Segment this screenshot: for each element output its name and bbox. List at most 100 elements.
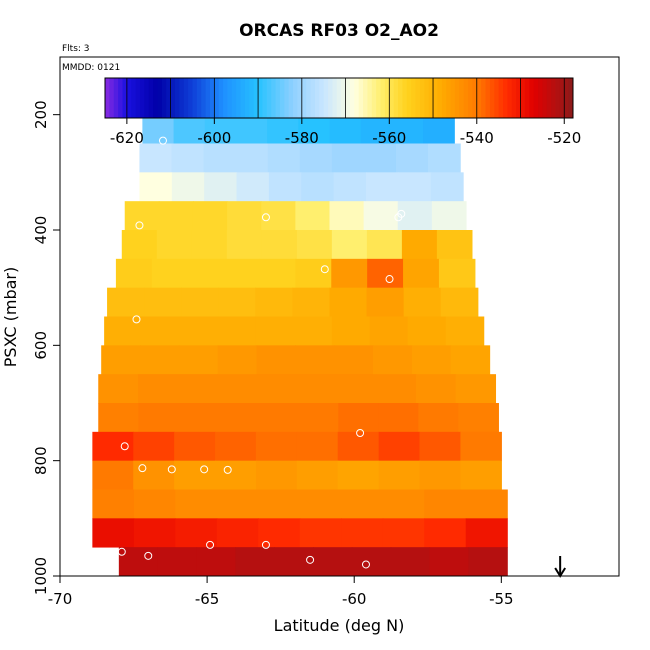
heatmap-cell — [460, 431, 502, 462]
sample-point — [261, 540, 270, 549]
colorbar-segment — [336, 78, 342, 118]
sample-point — [503, 428, 512, 437]
heatmap-cell — [178, 403, 219, 433]
colorbar-segment — [384, 78, 390, 118]
x-axis-label: Latitude (deg N) — [274, 616, 405, 635]
heatmap-cell — [450, 345, 491, 375]
sample-point — [306, 555, 315, 564]
colorbar-segment — [135, 78, 141, 118]
heatmap-cell — [156, 230, 193, 260]
colorbar-segment — [341, 78, 347, 118]
colorbar-tick-label: -620 — [110, 129, 144, 147]
y-tick-label: 400 — [32, 216, 50, 245]
heatmap-cell — [398, 172, 432, 202]
colorbar-segment — [494, 78, 500, 118]
heatmap-cell — [395, 143, 429, 173]
colorbar-segment — [179, 78, 185, 118]
colorbar-segment — [297, 78, 303, 118]
heatmap-cell — [373, 345, 413, 375]
colorbar-segment — [218, 78, 224, 118]
heatmap-cell — [255, 460, 298, 490]
colorbar-segment — [380, 78, 386, 118]
colorbar-segment — [546, 78, 552, 118]
heatmap-cell — [423, 114, 455, 144]
sample-point — [385, 275, 394, 284]
heatmap-cell — [295, 258, 332, 289]
colorbar-segment — [166, 78, 172, 118]
heatmap-cell — [92, 518, 135, 548]
colorbar-segment — [376, 78, 382, 118]
heatmap-cell — [218, 287, 256, 317]
colorbar-segment — [511, 78, 517, 118]
heatmap-cell — [376, 374, 417, 404]
heatmap-cell — [235, 547, 275, 577]
heatmap-cell — [118, 547, 159, 577]
heatmap-cell — [171, 143, 205, 173]
heatmap-cell — [360, 114, 393, 144]
heatmap-cell — [465, 489, 508, 519]
colorbar-segment — [214, 78, 220, 118]
colorbar-segment — [463, 78, 469, 118]
heatmap-cell — [115, 258, 153, 289]
heatmap-cell — [331, 316, 371, 346]
heatmap-cell — [133, 489, 176, 519]
heatmap-cell — [329, 287, 368, 317]
colorbar-segment — [411, 78, 417, 118]
colorbar-segment — [358, 78, 364, 118]
sample-point — [509, 567, 518, 576]
heatmap-cell — [331, 143, 365, 173]
colorbar-segment — [284, 78, 290, 118]
colorbar-segment — [476, 78, 482, 118]
colorbar-segment — [279, 78, 285, 118]
heatmap-cell — [98, 374, 139, 404]
heatmap-cell — [121, 230, 158, 260]
heatmap-cell — [174, 431, 216, 462]
colorbar-segment — [153, 78, 158, 118]
sample-point — [223, 465, 232, 474]
y-tick-label: 600 — [32, 331, 50, 360]
heatmap-cell — [180, 316, 219, 346]
colorbar-segment — [223, 78, 228, 118]
heatmap-cell — [98, 403, 139, 433]
colorbar-segment — [196, 78, 202, 118]
colorbar-segment — [332, 78, 338, 118]
heatmap-cell — [341, 489, 384, 519]
heatmap-cell — [333, 172, 367, 202]
sample-point — [488, 324, 497, 333]
heatmap-cell — [418, 403, 459, 433]
heatmap-cell — [175, 489, 218, 519]
colorbar-segment — [109, 78, 115, 118]
heatmap-cell — [255, 431, 298, 462]
colorbar-segment — [144, 78, 150, 118]
heatmap-cell — [138, 403, 179, 433]
heatmap — [92, 85, 508, 577]
heatmap-cell — [142, 316, 181, 346]
arrow-head — [554, 567, 567, 578]
heatmap-cell — [445, 316, 485, 346]
heatmap-cell — [468, 547, 508, 577]
colorbar-segment — [201, 78, 207, 118]
colorbar-segment — [188, 78, 193, 118]
heatmap-cell — [378, 403, 419, 433]
colorbar-segment — [363, 78, 368, 118]
heatmap-cell — [216, 518, 259, 548]
colorbar-segment — [131, 78, 137, 118]
colorbar-frame — [104, 77, 574, 119]
heatmap-cell — [218, 403, 259, 433]
heatmap-cell — [403, 258, 440, 289]
colorbar-segment — [262, 78, 268, 118]
heatmap-cell — [173, 114, 206, 144]
heatmap-cell — [337, 460, 380, 490]
heatmap-cell — [419, 431, 462, 462]
colorbar-segment — [529, 78, 535, 118]
colorbar-segment — [446, 78, 452, 118]
colorbar-segment — [258, 78, 263, 118]
colorbar-segment — [367, 78, 373, 118]
heatmap-cell — [92, 460, 134, 490]
heatmap-cell — [204, 172, 238, 202]
heatmap-cell — [215, 431, 257, 462]
heatmap-cell — [255, 316, 295, 346]
colorbar-segment — [205, 78, 211, 118]
colorbar-segment — [524, 78, 530, 118]
heatmap-cell — [235, 143, 269, 173]
